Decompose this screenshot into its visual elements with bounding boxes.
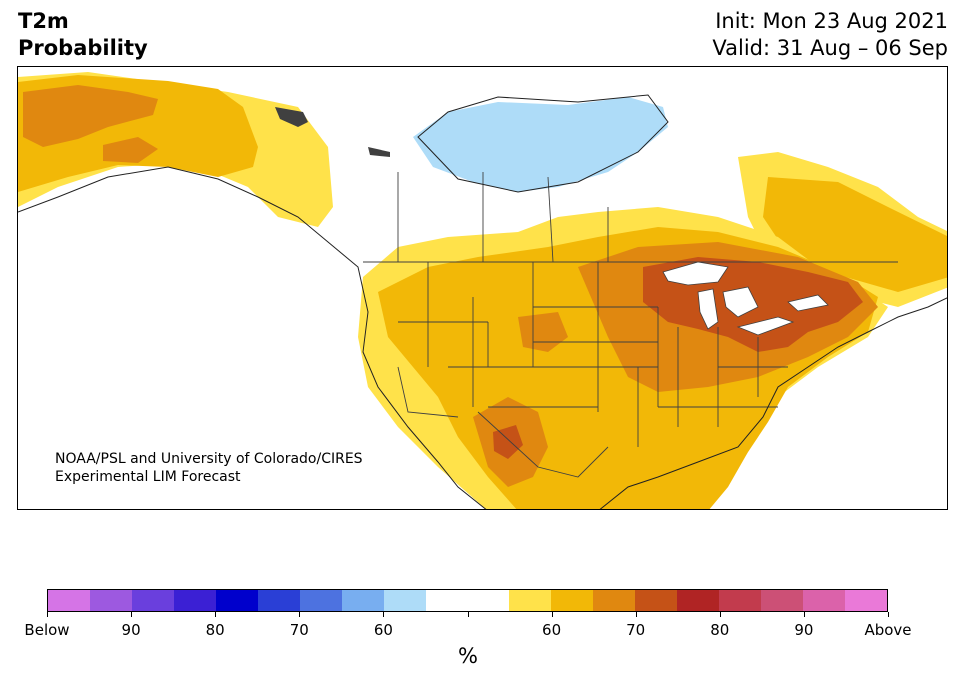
colorbar-labels: Below 90 80 70 60 60 70 80 90 Above (0, 621, 959, 641)
colorbar-label: 60 (373, 621, 393, 639)
colorbar-tick (131, 612, 133, 617)
colorbar-tick (635, 612, 637, 617)
forecast-dates: Init: Mon 23 Aug 2021 Valid: 31 Aug – 06… (712, 8, 948, 62)
map-credit: NOAA/PSL and University of Colorado/CIRE… (55, 450, 363, 486)
shade-alaska-dark-2 (103, 137, 158, 163)
colorbar-segment (173, 590, 216, 611)
title-variable: T2m (18, 9, 69, 33)
map-panel (17, 66, 948, 510)
colorbar-segment (845, 590, 888, 611)
colorbar-tick (47, 612, 48, 617)
colorbar-tick (215, 612, 217, 617)
valid-dates: Valid: 31 Aug – 06 Sep (712, 36, 948, 60)
political-borders (363, 172, 898, 478)
map-title: T2m Probability (18, 8, 148, 62)
credit-org: NOAA/PSL and University of Colorado/CIRE… (55, 451, 363, 467)
colorbar-segment (299, 590, 342, 611)
colorbar-ticks (47, 612, 889, 620)
colorbar-segment (131, 590, 174, 611)
colorbar-tick (299, 612, 301, 617)
coastlines (18, 94, 947, 509)
shade-alaska-dark (23, 85, 158, 147)
colorbar-tick (551, 612, 553, 617)
init-date: Init: Mon 23 Aug 2021 (715, 9, 948, 33)
colorbar-tick (383, 612, 385, 617)
shade-labrador-orange (763, 177, 947, 292)
colorbar-tick (888, 612, 889, 617)
colorbar-label: 90 (794, 621, 814, 639)
colorbar-segment (593, 590, 636, 611)
colorbar-tick (719, 612, 721, 617)
colorbar-segment (635, 590, 678, 611)
colorbar-label: 90 (121, 621, 141, 639)
colorbar-label: 80 (205, 621, 225, 639)
colorbar-segment (89, 590, 132, 611)
colorbar-unit: % (458, 644, 478, 668)
colorbar-segment (257, 590, 300, 611)
colorbar-label: Above (864, 621, 912, 639)
colorbar-segment (48, 590, 90, 611)
arctic-rivers (275, 107, 390, 157)
colorbar-label: 60 (542, 621, 562, 639)
colorbar-segment (425, 590, 468, 611)
colorbar-label: Below (24, 621, 70, 639)
great-lakes (662, 261, 829, 336)
colorbar-label: 70 (289, 621, 309, 639)
colorbar-segment (509, 590, 552, 611)
colorbar-segment (467, 590, 510, 611)
probability-map (18, 72, 947, 509)
colorbar-segment (383, 590, 426, 611)
title-type: Probability (18, 36, 148, 60)
colorbar-segment (761, 590, 804, 611)
colorbar-tick (467, 612, 469, 617)
colorbar-tick (803, 612, 805, 617)
colorbar-segment (677, 590, 720, 611)
shade-mexico-red (493, 425, 523, 459)
colorbar-segment (341, 590, 384, 611)
credit-product: Experimental LIM Forecast (55, 469, 241, 485)
colorbar-label: 80 (710, 621, 730, 639)
colorbar-segment (803, 590, 846, 611)
colorbar-segment (215, 590, 258, 611)
probability-colorbar (47, 589, 888, 612)
colorbar-segment (551, 590, 594, 611)
colorbar-segment (719, 590, 762, 611)
colorbar-label: 70 (626, 621, 646, 639)
shade-hudson-blue (413, 97, 668, 192)
